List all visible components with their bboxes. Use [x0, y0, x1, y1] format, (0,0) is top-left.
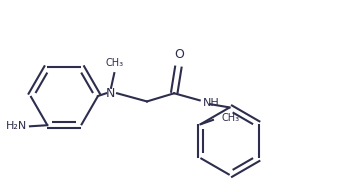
- Text: N: N: [105, 87, 115, 100]
- Text: O: O: [174, 48, 184, 61]
- Text: CH₃: CH₃: [222, 113, 240, 123]
- Text: H₂N: H₂N: [5, 121, 27, 131]
- Text: CH₃: CH₃: [105, 58, 123, 68]
- Text: NH: NH: [203, 98, 220, 108]
